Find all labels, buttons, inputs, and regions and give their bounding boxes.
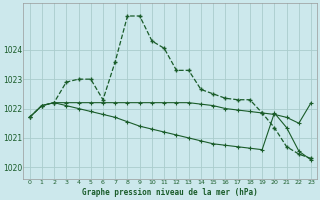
X-axis label: Graphe pression niveau de la mer (hPa): Graphe pression niveau de la mer (hPa) <box>83 188 258 197</box>
